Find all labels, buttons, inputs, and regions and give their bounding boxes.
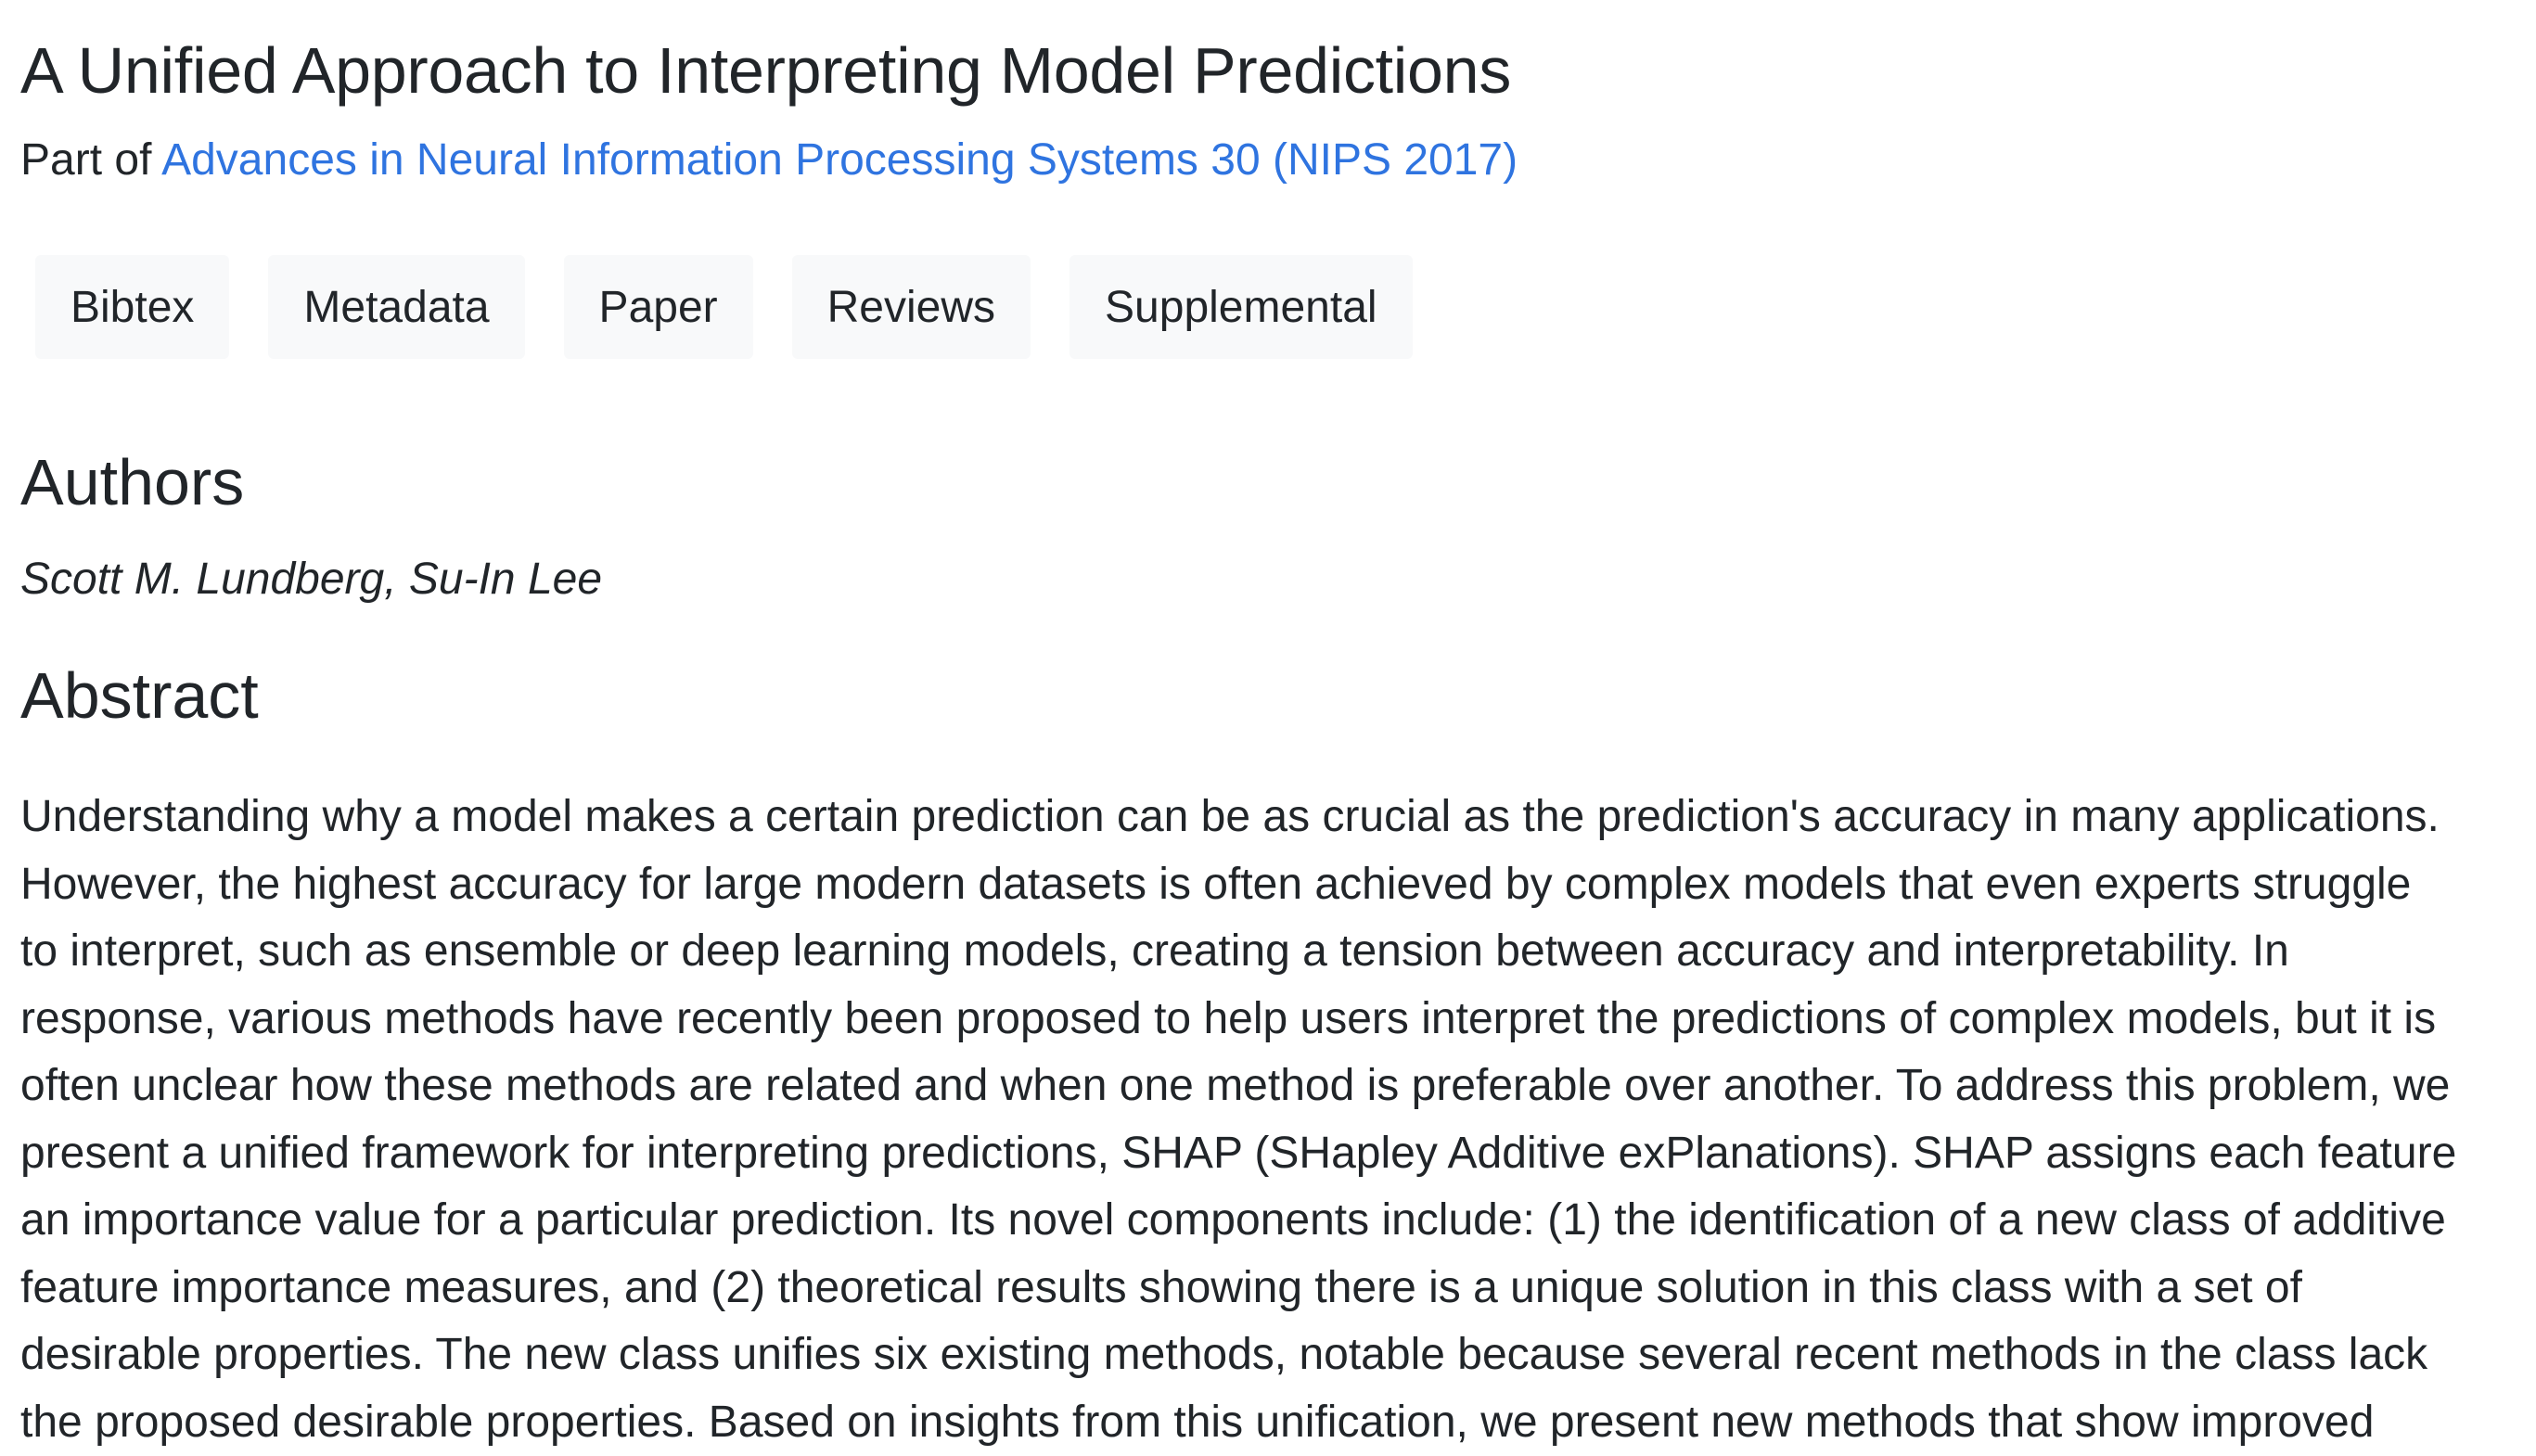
proceedings-link[interactable]: Advances in Neural Information Processin… xyxy=(161,135,1518,185)
paper-button[interactable]: Paper xyxy=(564,255,753,359)
reviews-button[interactable]: Reviews xyxy=(792,255,1031,359)
part-of-prefix: Part of xyxy=(20,135,161,185)
abstract-line: the proposed desirable properties. Based… xyxy=(20,1389,2516,1456)
abstract-line: an importance value for a particular pre… xyxy=(20,1187,2516,1255)
abstract-line: Understanding why a model makes a certai… xyxy=(20,784,2516,851)
authors-heading: Authors xyxy=(20,441,244,524)
abstract-line: to interpret, such as ensemble or deep l… xyxy=(20,918,2516,986)
authors-list: Scott M. Lundberg, Su-In Lee xyxy=(20,549,602,610)
resource-buttons: Bibtex Metadata Paper Reviews Supplement… xyxy=(35,255,1413,359)
abstract-line: However, the highest accuracy for large … xyxy=(20,851,2516,919)
abstract-line: desirable properties. The new class unif… xyxy=(20,1322,2516,1389)
abstract-line: response, various methods have recently … xyxy=(20,986,2516,1054)
abstract-heading: Abstract xyxy=(20,654,259,737)
paper-title: A Unified Approach to Interpreting Model… xyxy=(20,28,1511,113)
bibtex-button[interactable]: Bibtex xyxy=(35,255,229,359)
abstract-line: feature importance measures, and (2) the… xyxy=(20,1255,2516,1322)
abstract-text: Understanding why a model makes a certai… xyxy=(20,784,2516,1456)
part-of-line: Part of Advances in Neural Information P… xyxy=(20,130,1518,191)
supplemental-button[interactable]: Supplemental xyxy=(1069,255,1413,359)
metadata-button[interactable]: Metadata xyxy=(268,255,524,359)
abstract-line: often unclear how these methods are rela… xyxy=(20,1053,2516,1120)
abstract-line: present a unified framework for interpre… xyxy=(20,1120,2516,1188)
